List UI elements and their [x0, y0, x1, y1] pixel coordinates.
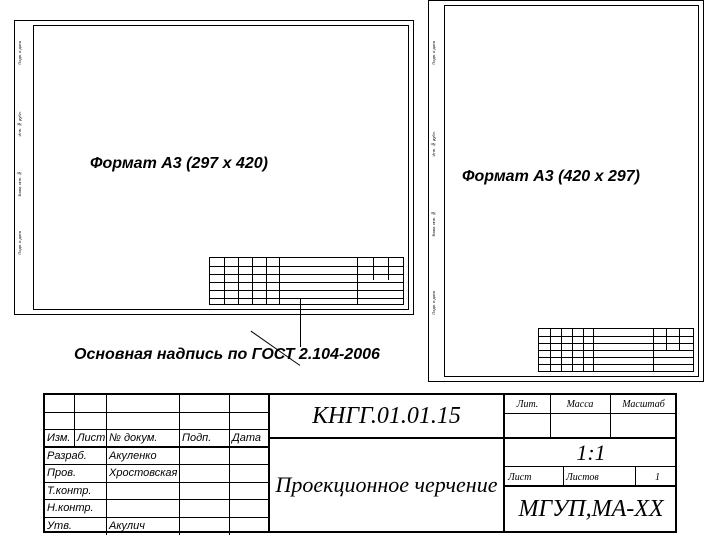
doc-title: Проекционное черчение	[270, 439, 503, 531]
side-marks-3: Взам. инв. №	[17, 171, 22, 197]
tb-cell	[45, 395, 75, 412]
side-marks-p2: Инв. № дубл.	[431, 131, 436, 156]
title-block-gost: Изм.Лист№ докум.Подп.Дата Разраб.Акуленк…	[43, 393, 677, 533]
sheets-label: Листов	[563, 467, 635, 487]
label-a3-landscape: Формат А3 (297 х 420)	[90, 155, 268, 173]
tb-nkontr: Н.контр.	[45, 500, 107, 517]
side-marks-1: Подп. и дата	[17, 41, 22, 65]
sheet-label: Лист	[505, 467, 563, 487]
lit-label: Лит.	[505, 395, 550, 413]
scale-value: 1:1	[505, 439, 677, 467]
tb-razrab: Разраб.	[45, 448, 107, 465]
a3-portrait-inner	[444, 5, 699, 377]
tb-prov-name: Хростовская	[107, 465, 180, 482]
massa-label: Масса	[550, 395, 610, 413]
tb-prov: Пров.	[45, 465, 107, 482]
doc-number: КНГГ.01.01.15	[270, 395, 503, 439]
gost-caption: Основная надпись по ГОСТ 2.104-2006	[74, 346, 380, 364]
tb-utv: Утв.	[45, 518, 107, 536]
tb-left-section: Изм.Лист№ докум.Подп.Дата Разраб.Акуленк…	[45, 395, 270, 531]
mini-title-block-landscape	[209, 257, 404, 305]
tb-header-podp: Подп.	[180, 430, 230, 446]
scale-label: Масштаб	[610, 395, 677, 413]
tb-tkontr: Т.контр.	[45, 483, 107, 500]
side-marks-p1: Подп. и дата	[431, 41, 436, 65]
pointer-line	[300, 299, 301, 347]
side-marks-4: Подп. и дата	[17, 231, 22, 255]
side-marks-p4: Подп. и дата	[431, 291, 436, 315]
label-a3-portrait: Формат А3 (420 х 297)	[462, 168, 640, 186]
side-marks-2: Инв. № дубл.	[17, 111, 22, 136]
sheets-value: 1	[635, 467, 677, 487]
tb-header-data: Дата	[230, 430, 270, 446]
tb-header-izm: Изм.	[45, 430, 75, 446]
mini-title-block-portrait	[538, 328, 694, 372]
a3-portrait-frame: Подп. и дата Инв. № дубл. Взам. инв. № П…	[428, 0, 704, 382]
organization: МГУП,МА-ХХ	[505, 487, 677, 531]
tb-header-list: Лист	[75, 430, 107, 446]
tb-right-section: Лит. Масса Масштаб 1:1 Лист Листов 1 МГУ…	[505, 395, 677, 531]
tb-razrab-name: Акуленко	[107, 448, 180, 465]
side-marks-p3: Взам. инв. №	[431, 211, 436, 237]
tb-utv-name: Акулич	[107, 518, 180, 536]
tb-mid-section: КНГГ.01.01.15 Проекционное черчение	[270, 395, 505, 531]
tb-header-docnum: № докум.	[107, 430, 180, 446]
